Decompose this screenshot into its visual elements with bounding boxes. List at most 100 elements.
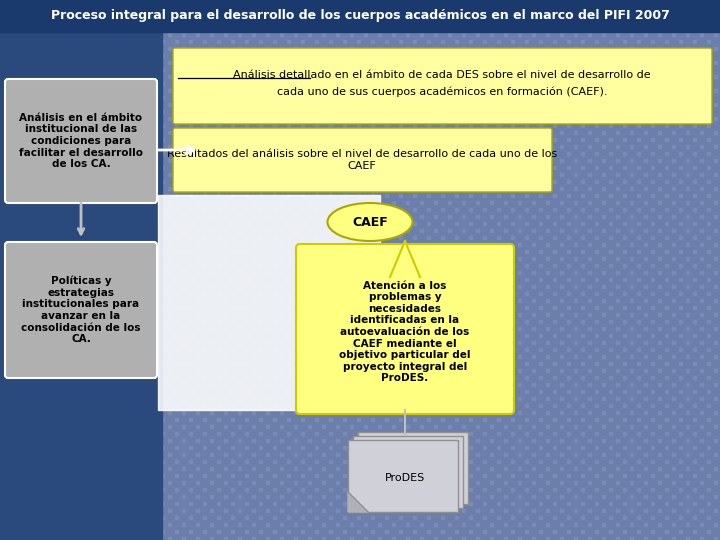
Bar — [357, 334, 360, 337]
Bar — [497, 404, 500, 407]
Bar — [231, 166, 234, 169]
Bar — [357, 110, 360, 113]
Bar — [238, 285, 241, 288]
Bar — [602, 117, 605, 120]
Bar — [455, 334, 458, 337]
Bar — [84, 327, 87, 330]
Bar — [483, 516, 486, 519]
Bar — [14, 411, 17, 414]
Bar — [553, 26, 556, 29]
Bar — [679, 124, 682, 127]
Bar — [504, 47, 507, 50]
Bar — [126, 425, 129, 428]
Bar — [287, 222, 290, 225]
Bar — [637, 334, 640, 337]
Bar — [28, 215, 31, 218]
Bar — [210, 19, 213, 22]
Bar — [245, 320, 248, 323]
Bar — [140, 47, 143, 50]
Bar — [301, 180, 304, 183]
Bar — [714, 397, 717, 400]
Bar — [322, 243, 325, 246]
Bar — [357, 138, 360, 141]
Bar — [63, 82, 66, 85]
Bar — [574, 201, 577, 204]
Bar — [294, 47, 297, 50]
Bar — [707, 320, 710, 323]
Bar — [175, 432, 178, 435]
Bar — [210, 187, 213, 190]
Bar — [49, 376, 52, 379]
Bar — [245, 334, 248, 337]
Bar — [259, 502, 262, 505]
Bar — [490, 383, 493, 386]
Bar — [364, 537, 367, 540]
Bar — [658, 201, 661, 204]
Bar — [623, 40, 626, 43]
Bar — [434, 201, 437, 204]
Bar — [147, 516, 150, 519]
Bar — [448, 285, 451, 288]
Bar — [273, 334, 276, 337]
Bar — [182, 369, 185, 372]
Bar — [266, 383, 269, 386]
Bar — [189, 40, 192, 43]
Bar — [252, 509, 255, 512]
Bar — [231, 474, 234, 477]
Bar — [497, 348, 500, 351]
Bar — [658, 229, 661, 232]
Bar — [84, 285, 87, 288]
Bar — [336, 187, 339, 190]
Bar — [693, 194, 696, 197]
Bar — [105, 40, 108, 43]
Bar — [273, 250, 276, 253]
Bar — [651, 166, 654, 169]
Bar — [714, 5, 717, 8]
Bar — [504, 355, 507, 358]
Bar — [175, 40, 178, 43]
Bar — [385, 320, 388, 323]
Bar — [623, 390, 626, 393]
Bar — [217, 166, 220, 169]
Bar — [273, 502, 276, 505]
Bar — [126, 509, 129, 512]
Bar — [42, 187, 45, 190]
Bar — [154, 257, 157, 260]
Bar — [140, 327, 143, 330]
Bar — [245, 474, 248, 477]
Bar — [0, 173, 3, 176]
Bar — [399, 152, 402, 155]
Bar — [700, 61, 703, 64]
Bar — [630, 341, 633, 344]
Bar — [707, 474, 710, 477]
Bar — [14, 201, 17, 204]
Bar — [161, 362, 164, 365]
Bar — [63, 222, 66, 225]
Bar — [70, 327, 73, 330]
Bar — [665, 502, 668, 505]
Bar — [182, 61, 185, 64]
Bar — [371, 292, 374, 295]
Bar — [602, 523, 605, 526]
Bar — [623, 138, 626, 141]
Bar — [490, 117, 493, 120]
Bar — [602, 145, 605, 148]
Bar — [105, 68, 108, 71]
Bar — [133, 474, 136, 477]
Bar — [623, 348, 626, 351]
Bar — [693, 376, 696, 379]
Bar — [336, 61, 339, 64]
Bar — [392, 229, 395, 232]
Bar — [56, 75, 59, 78]
Bar — [322, 383, 325, 386]
Bar — [280, 509, 283, 512]
Bar — [644, 341, 647, 344]
Bar — [581, 376, 584, 379]
Bar — [343, 460, 346, 463]
Bar — [140, 397, 143, 400]
Bar — [378, 467, 381, 470]
Bar — [259, 292, 262, 295]
Bar — [420, 47, 423, 50]
Bar — [455, 0, 458, 1]
Bar — [448, 89, 451, 92]
